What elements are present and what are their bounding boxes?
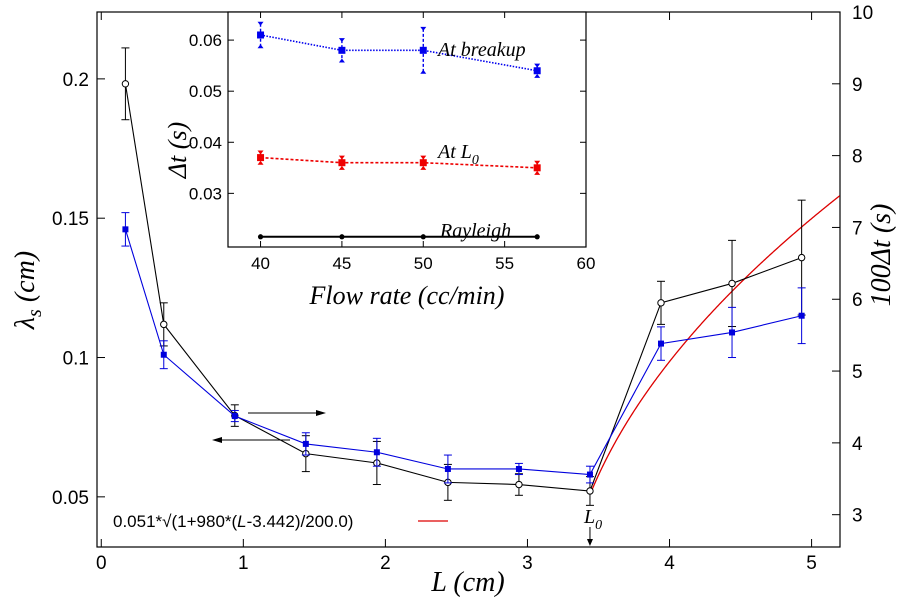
x-tick-label: 1	[238, 553, 249, 574]
inset-y-tick-label: 0.05	[189, 82, 222, 101]
data-point	[302, 440, 309, 447]
fit-curve	[589, 195, 840, 495]
inset-error-cap	[420, 165, 427, 170]
l0-annotation: L0	[583, 506, 602, 533]
series-label-breakup: At breakup	[436, 39, 526, 61]
inset-error-cap	[534, 63, 541, 68]
x-axis-label: L (cm)	[430, 567, 504, 598]
inset-error-cap	[338, 165, 345, 170]
inset-x-tick-label: 40	[251, 254, 270, 273]
data-point	[444, 465, 451, 472]
y-right-tick-label: 9	[852, 75, 863, 96]
x-tick-label: 2	[380, 553, 391, 574]
data-point	[586, 471, 593, 478]
legend-label: 0.051*√(1+980*(L-3.442)/200.0)	[113, 512, 353, 531]
right-axis-arrowhead	[316, 410, 326, 416]
y-left-axis-label: λs (cm)	[10, 251, 46, 330]
inset-data-point	[257, 234, 264, 240]
y-right-tick-label: 6	[852, 290, 863, 311]
x-tick-label: 3	[522, 553, 533, 574]
data-point	[121, 80, 130, 88]
inset-series-line	[260, 34, 538, 72]
data-point	[729, 329, 736, 336]
inset-y-tick-label: 0.04	[189, 133, 222, 152]
y-right-tick-label: 3	[852, 506, 863, 527]
y-right-axis-label: 100Δt (s)	[866, 204, 897, 307]
inset-error-cap	[338, 38, 345, 43]
inset-data-point	[338, 46, 346, 54]
inset-data-point	[533, 164, 541, 172]
x-tick-label: 4	[664, 553, 675, 574]
inset-data-point	[533, 67, 541, 75]
inset-error-cap	[420, 155, 427, 160]
data-point	[160, 351, 167, 358]
fit-legend: 0.051*√(1+980*(L-3.442)/200.0)	[113, 512, 448, 531]
inset-y-tick-label: 0.03	[189, 184, 222, 203]
l0-arrowhead	[586, 539, 593, 546]
data-point	[798, 312, 805, 319]
y-right-tick-label: 10	[852, 3, 873, 24]
inset-error-cap	[534, 170, 541, 175]
data-point	[515, 480, 523, 489]
inset-error-cap	[257, 21, 264, 26]
series-label-l0: At L0	[436, 141, 479, 168]
inset-data-point	[339, 234, 345, 240]
inset-error-cap	[420, 26, 427, 31]
main-plot-area	[121, 47, 840, 546]
inset-error-cap	[534, 73, 541, 78]
inset-data-point	[420, 234, 426, 240]
inset-x-tick-label: 45	[332, 254, 351, 273]
data-point	[586, 487, 594, 495]
inset-error-cap	[534, 160, 541, 165]
data-point	[373, 449, 380, 456]
inset-error-cap	[257, 44, 264, 49]
inset-data-point	[419, 159, 427, 167]
data-point	[657, 299, 665, 307]
y-right-tick-label: 8	[852, 147, 863, 168]
inset-data-point	[534, 234, 540, 240]
y-left-tick-label: 0.15	[52, 209, 89, 230]
inset-frame	[227, 11, 587, 248]
left-axis-arrowhead	[212, 437, 222, 443]
y-left-tick-label: 0.05	[52, 488, 89, 509]
inset-x-tick-label: 60	[577, 254, 596, 273]
inset-error-cap	[257, 150, 264, 155]
series-label-rayleigh: Rayleigh	[439, 220, 511, 242]
inset-data-point	[338, 159, 346, 167]
inset-error-cap	[257, 160, 264, 165]
y-right-tick-label: 7	[852, 218, 863, 239]
x-tick-label: 5	[806, 553, 817, 574]
data-point	[231, 413, 238, 420]
inset-y-tick-label: 0.06	[189, 31, 222, 50]
x-tick-label: 0	[96, 553, 107, 574]
data-point	[160, 320, 168, 329]
inset-x-tick-label: 50	[414, 254, 433, 273]
series-line	[124, 229, 802, 476]
inset-y-axis-label: Δt (s)	[163, 122, 192, 179]
inset-error-cap	[338, 155, 345, 160]
inset-series-line	[260, 156, 538, 169]
data-point	[122, 226, 129, 233]
y-right-tick-label: 4	[852, 434, 863, 455]
inset-ticks: 40 45 50 55 60 0.03 0.04 0.05 0.06	[189, 12, 596, 273]
y-left-tick-label: 0.2	[63, 70, 89, 91]
inset-plot-area	[257, 21, 541, 240]
y-right-tick-label: 5	[852, 362, 863, 383]
data-point	[728, 279, 736, 288]
y-left-tick-label: 0.1	[63, 349, 89, 370]
inset-x-axis-label: Flow rate (cc/min)	[309, 281, 505, 310]
data-point	[657, 340, 664, 347]
inset-data-point	[257, 154, 265, 162]
inset-data-point	[257, 31, 265, 39]
inset-x-tick-label: 55	[495, 254, 514, 273]
inset-error-cap	[420, 69, 427, 74]
data-point	[515, 465, 522, 472]
inset-error-cap	[338, 58, 345, 63]
data-point	[797, 253, 806, 262]
inset-data-point	[419, 46, 427, 54]
